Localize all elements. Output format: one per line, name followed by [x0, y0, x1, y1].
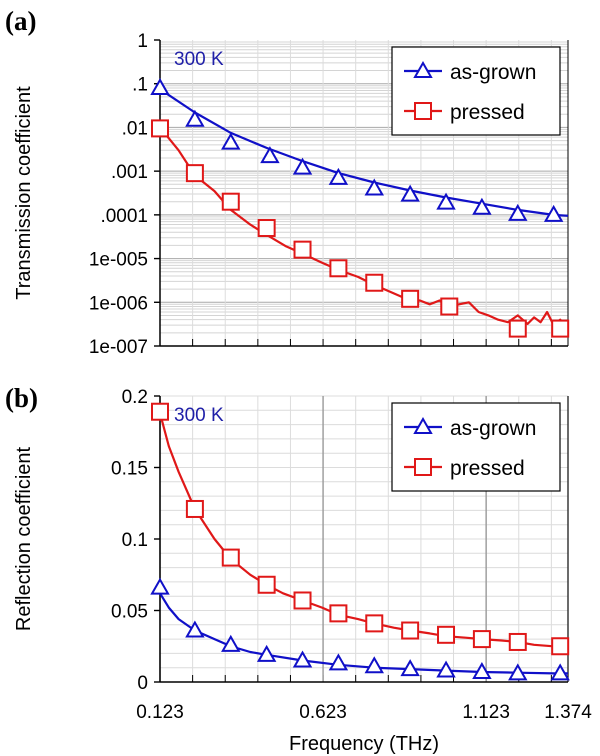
series-marker-as-grown: [472, 197, 492, 215]
series-marker-pressed: [365, 614, 384, 633]
series-marker-as-grown: [508, 203, 528, 221]
series-marker-as-grown: [150, 77, 170, 95]
series-marker-pressed: [329, 259, 348, 278]
series-marker-pressed: [365, 273, 384, 292]
series-marker-pressed: [185, 164, 204, 183]
series-marker-as-grown: [508, 663, 528, 681]
series-marker-as-grown: [185, 620, 205, 638]
chart-panel-b: 0.2 0.15 0.1 0.05 0 0.123 0.623 1.123 1.374 300 K…: [5, 383, 592, 755]
y-axis-label: Reflection coefficient: [13, 446, 35, 631]
series-marker-pressed: [293, 591, 312, 610]
temperature-annotation: 300 K: [174, 49, 224, 70]
series-marker-as-grown: [472, 661, 492, 679]
series-marker-as-grown: [436, 192, 456, 210]
series-marker-pressed: [472, 630, 491, 649]
series-marker-pressed: [508, 319, 527, 338]
y-tick-label: 0.05: [111, 602, 148, 623]
y-tick-label: .1: [132, 75, 148, 96]
series-marker-pressed: [151, 402, 169, 421]
series-marker-pressed: [257, 575, 276, 594]
series-marker-pressed: [221, 548, 240, 567]
series-line-pressed: [158, 412, 569, 649]
y-tick-label: 1e-006: [89, 293, 148, 314]
legend-box: [391, 46, 561, 136]
panel-label: (b): [5, 383, 38, 413]
series-marker-pressed: [221, 192, 240, 211]
series-marker-pressed: [257, 219, 276, 238]
series-marker-as-grown: [260, 146, 280, 164]
series-marker-as-grown: [221, 132, 241, 150]
series-marker-pressed: [293, 240, 312, 259]
series-marker-as-grown: [543, 204, 564, 222]
series-marker-as-grown: [364, 656, 384, 674]
series-marker-as-grown: [292, 157, 313, 175]
y-tick-label: 1: [137, 31, 148, 52]
y-axis-label: Transmission coefficient: [13, 86, 35, 300]
y-tick-label: 0.2: [122, 387, 148, 408]
legend-box: [391, 402, 561, 492]
series-marker-as-grown: [221, 634, 241, 652]
series-marker-pressed: [329, 604, 348, 623]
legend-marker-as-grown: [413, 60, 433, 78]
series-marker-pressed: [437, 625, 456, 644]
y-tick-label: .0001: [100, 206, 148, 227]
series-marker-pressed: [401, 621, 420, 640]
series-marker-pressed: [185, 499, 204, 518]
panel-label: (a): [5, 6, 36, 36]
series-marker-as-grown: [292, 650, 313, 668]
series-marker-pressed: [551, 637, 570, 656]
y-tick-label: 1e-005: [89, 250, 148, 271]
series-marker-pressed: [440, 297, 459, 316]
x-tick-label: 0.123: [136, 702, 184, 723]
legend-label-pressed: pressed: [450, 101, 525, 124]
x-axis-label: Frequency (THz): [289, 733, 439, 755]
x-tick-label: 1.374: [544, 702, 592, 723]
x-tick-label: 0.623: [299, 702, 347, 723]
temperature-annotation: 300 K: [174, 405, 224, 426]
legend-marker-pressed: [414, 102, 432, 120]
series-marker-as-grown: [364, 178, 384, 196]
series-marker-pressed: [151, 119, 169, 138]
y-tick-label: .01: [122, 118, 148, 139]
series-marker-as-grown: [150, 577, 170, 595]
series-marker-as-grown: [400, 184, 420, 202]
series-marker-pressed: [551, 319, 570, 338]
series-marker-as-grown: [400, 659, 420, 677]
legend-marker-as-grown: [413, 416, 433, 434]
series-marker-as-grown: [328, 167, 349, 185]
series-marker-as-grown: [328, 653, 349, 671]
series-marker-pressed: [508, 632, 527, 651]
y-tick-label: .001: [111, 162, 148, 183]
legend-label-as-grown: as-grown: [450, 61, 536, 84]
y-tick-label: 0.1: [122, 530, 148, 551]
chart-panel-a: 1 .1 .01 .001 .0001 1e-005 1e-006 1e-007 300 K as…: [5, 6, 570, 358]
series-marker-as-grown: [436, 660, 456, 678]
series-marker-pressed: [401, 289, 420, 308]
legend-label-as-grown: as-grown: [450, 417, 536, 440]
series-line-pressed: [159, 126, 569, 330]
series-marker-as-grown: [550, 663, 570, 681]
legend-label-pressed: pressed: [450, 457, 525, 480]
series-marker-as-grown: [185, 109, 205, 127]
y-tick-label: 1e-007: [89, 337, 148, 358]
y-tick-label: 0: [137, 673, 148, 694]
legend-marker-pressed: [414, 458, 432, 476]
y-tick-label: 0.15: [111, 459, 148, 480]
series-marker-as-grown: [256, 644, 277, 662]
x-tick-label: 1.123: [462, 702, 510, 723]
